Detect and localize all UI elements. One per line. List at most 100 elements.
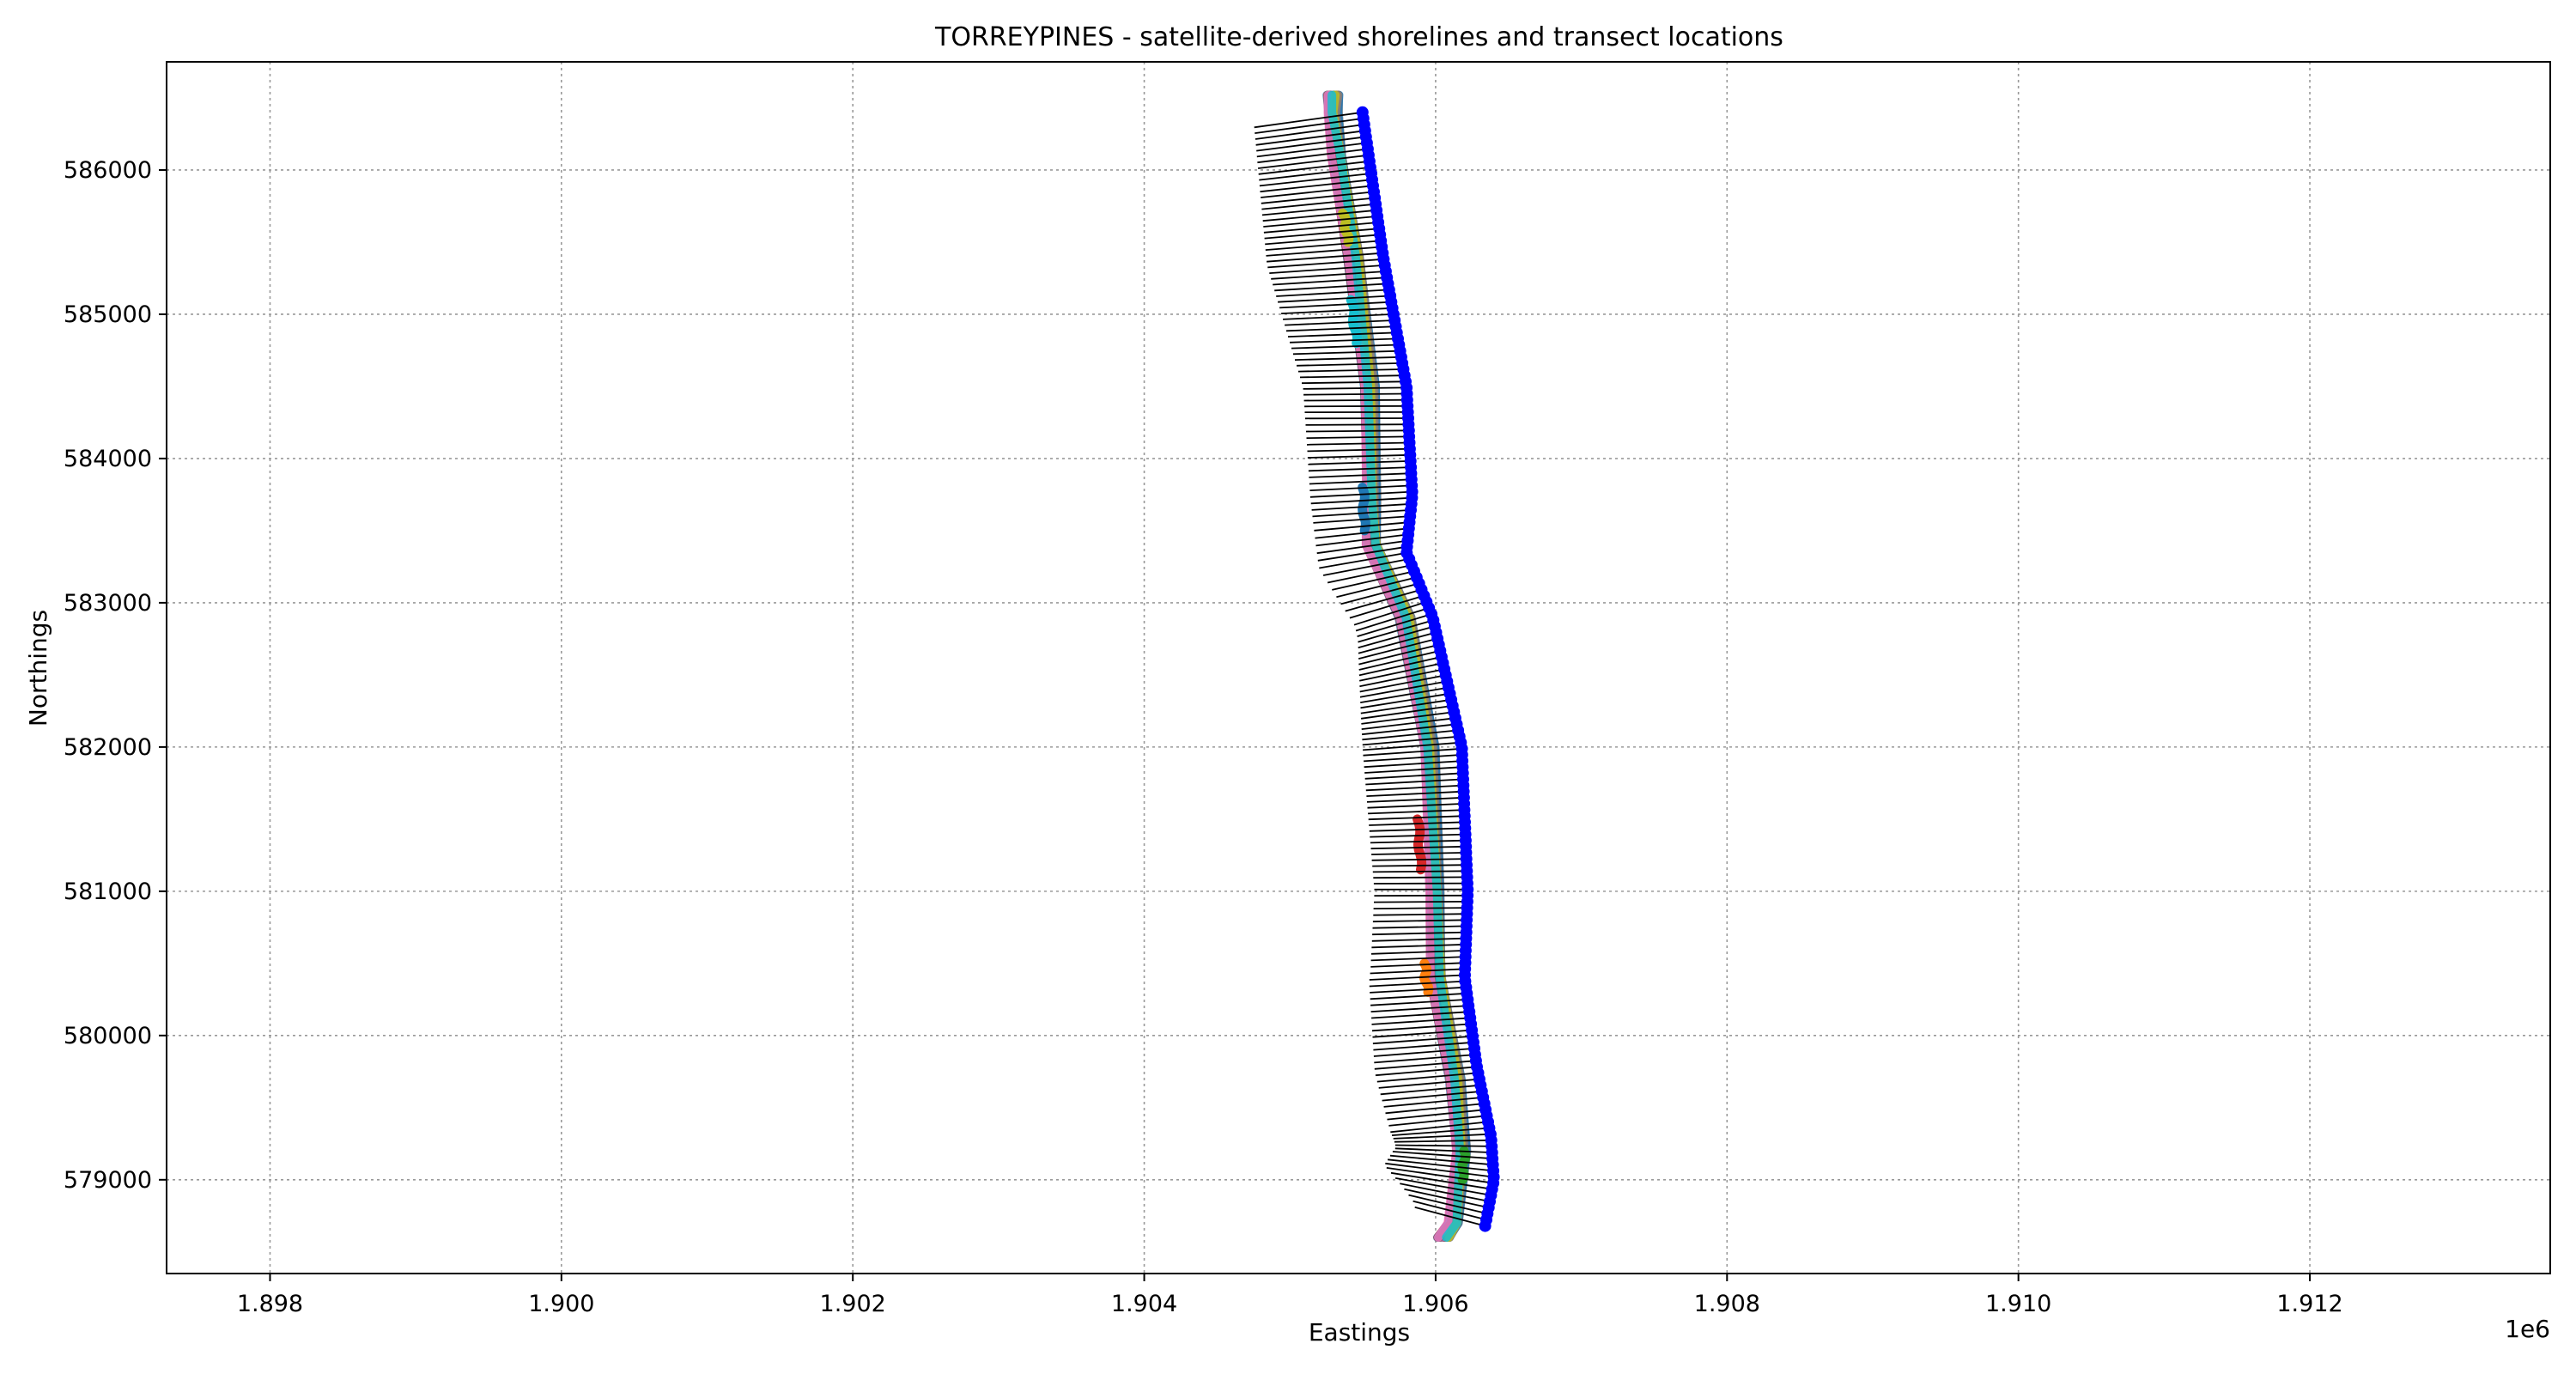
transect-line-29	[1274, 283, 1388, 292]
transect-line-38	[1289, 337, 1399, 344]
transect-line-48	[1303, 398, 1407, 402]
transect-line-32	[1279, 301, 1392, 309]
transect-line-130	[1373, 901, 1467, 903]
transect-line-76	[1332, 570, 1415, 591]
transect-line-162	[1383, 1097, 1484, 1108]
shoreline-anomaly-6	[1457, 1146, 1471, 1185]
transect-line-28	[1273, 277, 1388, 286]
x-tick-label: 1.912	[2276, 1291, 2342, 1317]
transect-line-66	[1312, 509, 1412, 518]
x-tick-label: 1.900	[528, 1291, 594, 1317]
transect-line-5	[1256, 136, 1366, 152]
transect-line-93	[1359, 674, 1446, 693]
transect-line-158	[1376, 1072, 1479, 1083]
transect-line-94	[1359, 680, 1448, 698]
transect-line-1	[1254, 111, 1363, 129]
transect-line-140	[1370, 962, 1466, 968]
transect-line-165	[1388, 1115, 1487, 1127]
transect-line-59	[1308, 466, 1412, 472]
transect-line-110	[1365, 778, 1464, 786]
transect-line-72	[1317, 545, 1407, 562]
transect-line-82	[1355, 607, 1430, 632]
transect-line-148	[1371, 1011, 1470, 1019]
transect-line-56	[1307, 447, 1410, 453]
transect-line-176	[1386, 1167, 1494, 1184]
transect-line-42	[1296, 362, 1403, 367]
x-tick-label: 1.898	[237, 1291, 303, 1317]
transect-line-99	[1361, 711, 1455, 725]
transect-line-181	[1408, 1194, 1488, 1215]
transect-line-60	[1309, 472, 1412, 478]
transect-line-78	[1340, 582, 1419, 605]
transect-line-25	[1267, 258, 1384, 269]
transect-line-105	[1363, 747, 1462, 757]
y-tick-label: 582000	[64, 734, 152, 761]
transect-line-114	[1367, 803, 1465, 809]
transect-line-26	[1269, 264, 1385, 274]
transect-line-168	[1393, 1133, 1491, 1140]
transect-line-18	[1263, 216, 1378, 228]
transect-origin-183	[1479, 1219, 1492, 1232]
transect-lines	[1254, 111, 1494, 1227]
transect-line-101	[1362, 723, 1457, 736]
transect-line-61	[1309, 478, 1412, 485]
transect-line-70	[1315, 533, 1409, 547]
transect-line-33	[1281, 307, 1393, 314]
transect-line-69	[1315, 527, 1409, 539]
x-offset-label: 1e6	[2505, 1315, 2550, 1343]
y-tick-label: 580000	[64, 1023, 152, 1049]
transect-line-11	[1259, 173, 1372, 187]
transect-line-80	[1349, 594, 1425, 619]
transect-line-12	[1260, 179, 1373, 193]
transect-line-6	[1256, 142, 1368, 158]
transect-line-100	[1361, 717, 1456, 730]
transect-line-120	[1370, 839, 1466, 844]
transect-line-65	[1311, 502, 1412, 511]
transect-line-121	[1370, 845, 1467, 850]
transect-line-13	[1261, 185, 1374, 198]
transect-line-182	[1413, 1200, 1487, 1221]
transect-line-143	[1369, 980, 1466, 988]
x-tick-label: 1.904	[1111, 1291, 1177, 1317]
transect-line-159	[1378, 1078, 1479, 1089]
transect-line-131	[1373, 907, 1467, 909]
transect-line-57	[1307, 453, 1411, 459]
x-tick-label: 1.910	[1985, 1291, 2051, 1317]
transect-line-156	[1374, 1060, 1476, 1070]
transect-line-169	[1394, 1139, 1492, 1143]
transect-line-41	[1294, 356, 1401, 361]
transect-line-111	[1365, 784, 1464, 792]
transect-line-154	[1373, 1048, 1475, 1057]
transect-line-167	[1391, 1127, 1490, 1136]
transect-line-64	[1310, 496, 1413, 505]
transect-line-23	[1266, 246, 1382, 257]
transect-line-107	[1364, 760, 1463, 769]
axis-ticks: 1.898 1.900 1.902 1.904 1.906 1.908 1.910 1.912…	[64, 157, 2343, 1317]
transect-line-115	[1368, 809, 1465, 815]
transect-line-63	[1309, 490, 1413, 498]
transect-line-87	[1358, 637, 1438, 660]
transect-line-173	[1389, 1154, 1493, 1166]
transect-line-22	[1265, 240, 1382, 251]
transect-line-75	[1327, 564, 1413, 584]
transect-line-135	[1372, 931, 1467, 936]
transect-line-86	[1358, 631, 1437, 654]
transect-line-30	[1276, 289, 1389, 297]
transect-line-117	[1369, 821, 1466, 826]
transect-line-138	[1370, 950, 1466, 955]
x-tick-label: 1.908	[1694, 1291, 1760, 1317]
transect-line-116	[1368, 815, 1465, 821]
transect-line-34	[1283, 313, 1394, 320]
transect-line-49	[1304, 404, 1408, 408]
transect-line-35	[1285, 319, 1395, 326]
transect-line-183	[1414, 1206, 1485, 1227]
transect-line-36	[1285, 325, 1396, 332]
transect-line-150	[1371, 1023, 1472, 1032]
transect-line-123	[1371, 858, 1467, 861]
transect-line-44	[1299, 374, 1405, 379]
x-axis-label: Eastings	[1309, 1318, 1410, 1347]
transect-line-21	[1265, 234, 1381, 246]
transect-line-97	[1360, 698, 1452, 714]
transect-line-62	[1309, 484, 1413, 491]
